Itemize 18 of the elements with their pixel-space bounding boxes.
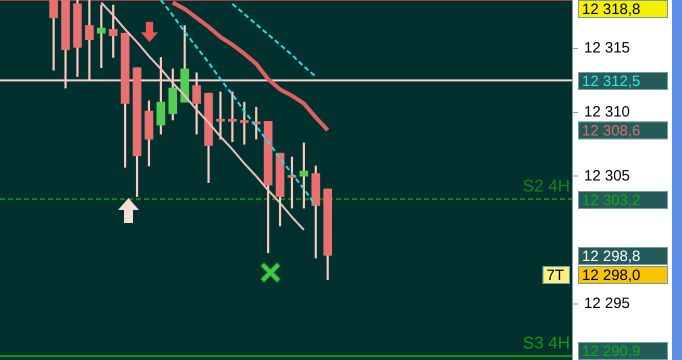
text: 12 298,8 bbox=[582, 248, 640, 266]
ref-line-label: S3 4H bbox=[522, 333, 570, 352]
text: 12 308,6 bbox=[582, 122, 640, 140]
text: 12 290,9 bbox=[582, 343, 640, 360]
y-tick-label: 12 310 bbox=[584, 103, 630, 120]
annotation: 7T bbox=[546, 267, 564, 284]
line-series bbox=[231, 2, 317, 78]
candlestick bbox=[108, 4, 118, 58]
text: 12 312,5 bbox=[582, 73, 640, 90]
y-tick-label: 12 295 bbox=[584, 294, 630, 312]
candlestick bbox=[240, 102, 249, 145]
candlestick bbox=[96, 4, 106, 68]
text: 12 303,2 bbox=[582, 192, 640, 210]
text: 12 318,8 bbox=[582, 1, 640, 18]
y-tick-label: 12 305 bbox=[584, 167, 630, 184]
text: 12 298,0 bbox=[582, 267, 640, 284]
ref-line-label: S2 4H bbox=[522, 176, 570, 196]
y-tick-label: 12 315 bbox=[584, 40, 630, 57]
